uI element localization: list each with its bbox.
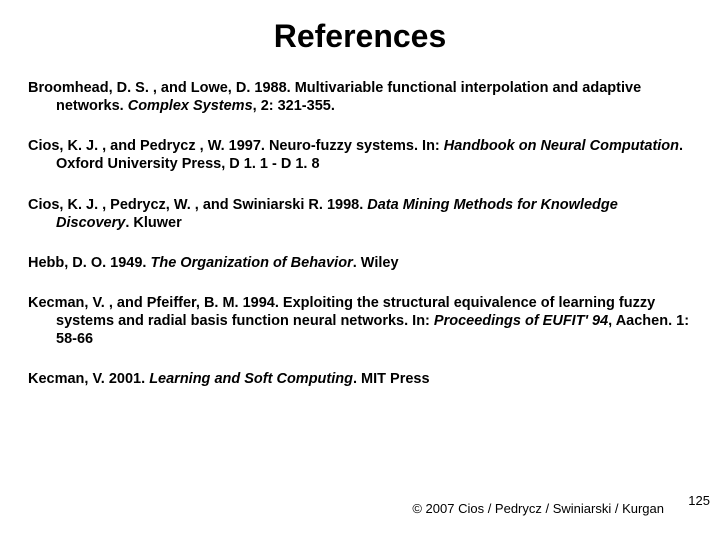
ref-text-italic: Complex Systems <box>128 98 253 114</box>
ref-text-italic: Proceedings of EUFIT' 94 <box>434 313 608 329</box>
ref-text-pre: Cios, K. J. , and Pedrycz , W. 1997. Neu… <box>28 138 444 154</box>
reference-item: Hebb, D. O. 1949. The Organization of Be… <box>28 254 692 272</box>
ref-text-pre: Cios, K. J. , Pedrycz, W. , and Swiniars… <box>28 197 367 213</box>
ref-text-italic: The Organization of Behavior <box>151 255 353 271</box>
footer-copyright: © 2007 Cios / Pedrycz / Swiniarski / Kur… <box>412 501 664 516</box>
ref-text-pre: Kecman, V. 2001. <box>28 371 149 387</box>
references-block: Broomhead, D. S. , and Lowe, D. 1988. Mu… <box>0 79 720 388</box>
reference-item: Cios, K. J. , and Pedrycz , W. 1997. Neu… <box>28 137 692 173</box>
slide-title: References <box>0 0 720 79</box>
slide: References Broomhead, D. S. , and Lowe, … <box>0 0 720 540</box>
reference-item: Broomhead, D. S. , and Lowe, D. 1988. Mu… <box>28 79 692 115</box>
ref-text-post: . Kluwer <box>125 215 181 231</box>
ref-text-post: , 2: 321-355. <box>253 98 335 114</box>
reference-item: Kecman, V. , and Pfeiffer, B. M. 1994. E… <box>28 294 692 348</box>
reference-item: Kecman, V. 2001. Learning and Soft Compu… <box>28 370 692 388</box>
reference-item: Cios, K. J. , Pedrycz, W. , and Swiniars… <box>28 196 692 232</box>
ref-text-italic: Learning and Soft Computing <box>149 371 353 387</box>
ref-text-pre: Hebb, D. O. 1949. <box>28 255 151 271</box>
ref-text-post: . MIT Press <box>353 371 430 387</box>
ref-text-post: . Wiley <box>353 255 399 271</box>
page-number: 125 <box>688 493 710 508</box>
ref-text-italic: Handbook on Neural Computation <box>444 138 679 154</box>
